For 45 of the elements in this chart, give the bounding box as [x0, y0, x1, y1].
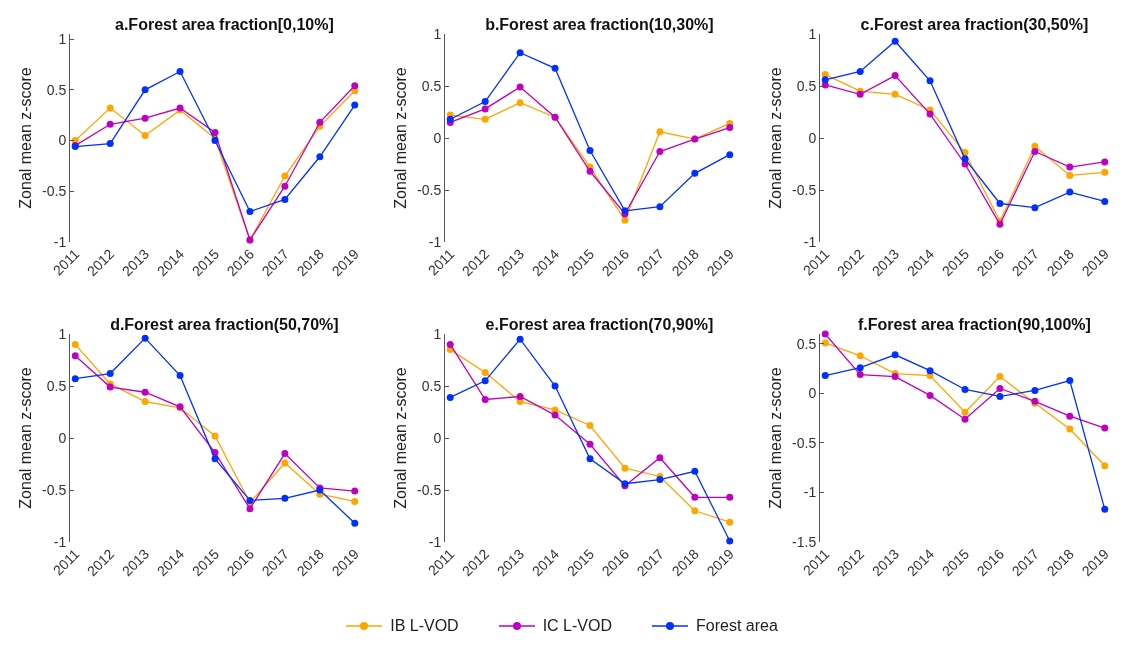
y-tick-label: 1 — [58, 325, 67, 342]
y-tick-label: 0.5 — [46, 81, 67, 98]
y-tick-label: 0 — [808, 385, 817, 402]
legend-label: Forest area — [696, 617, 778, 635]
y-tick-label: -0.5 — [42, 481, 67, 498]
y-tick-label: -1 — [53, 533, 67, 550]
y-tick-label: 1 — [433, 25, 442, 42]
y-axis-title: Zonal mean z-score — [16, 67, 34, 209]
y-tick-label: -1 — [803, 484, 817, 501]
y-tick-label: 0 — [433, 129, 442, 146]
y-axis-title: Zonal mean z-score — [766, 367, 784, 509]
y-tick-label: 0 — [808, 129, 817, 146]
y-axis-title: Zonal mean z-score — [391, 67, 409, 209]
y-tick-label: 0.5 — [796, 77, 817, 94]
chart-title: b.Forest area fraction(10,30%] — [485, 16, 714, 34]
y-axis-title: Zonal mean z-score — [766, 67, 784, 209]
chart-title: f.Forest area fraction(90,100%] — [857, 316, 1091, 334]
y-tick-label: -0.5 — [792, 434, 817, 451]
y-tick-label: -1.5 — [792, 533, 817, 550]
y-tick-label: -0.5 — [42, 183, 67, 200]
y-tick-label: -1 — [53, 233, 67, 250]
legend-label: IC L-VOD — [542, 617, 612, 635]
y-tick-label: -1 — [428, 533, 442, 550]
y-tick-label: 0.5 — [796, 335, 817, 352]
y-tick-label: 1 — [433, 325, 442, 342]
chart-title: c.Forest area fraction(30,50%] — [860, 16, 1089, 34]
y-tick-label: -1 — [803, 233, 817, 250]
y-tick-label: -0.5 — [792, 181, 817, 198]
y-tick-label: 0 — [58, 132, 67, 149]
chart-title: a.Forest area fraction[0,10%] — [115, 16, 334, 34]
y-tick-label: -0.5 — [417, 481, 442, 498]
y-tick-label: -0.5 — [417, 181, 442, 198]
chart-title: e.Forest area fraction(70,90%] — [485, 316, 714, 334]
y-tick-label: 1 — [58, 30, 67, 47]
y-axis-title: Zonal mean z-score — [391, 367, 409, 509]
y-tick-label: 1 — [808, 25, 817, 42]
y-tick-label: 0.5 — [421, 77, 442, 94]
y-tick-label: 0.5 — [46, 377, 67, 394]
y-tick-label: -1 — [428, 233, 442, 250]
y-tick-label: 0 — [58, 429, 67, 446]
y-tick-label: 0 — [433, 429, 442, 446]
y-axis-title: Zonal mean z-score — [16, 367, 34, 509]
legend-label: IB L-VOD — [390, 617, 459, 635]
y-tick-label: 0.5 — [421, 377, 442, 394]
chart-title: d.Forest area fraction(50,70%] — [110, 316, 339, 334]
